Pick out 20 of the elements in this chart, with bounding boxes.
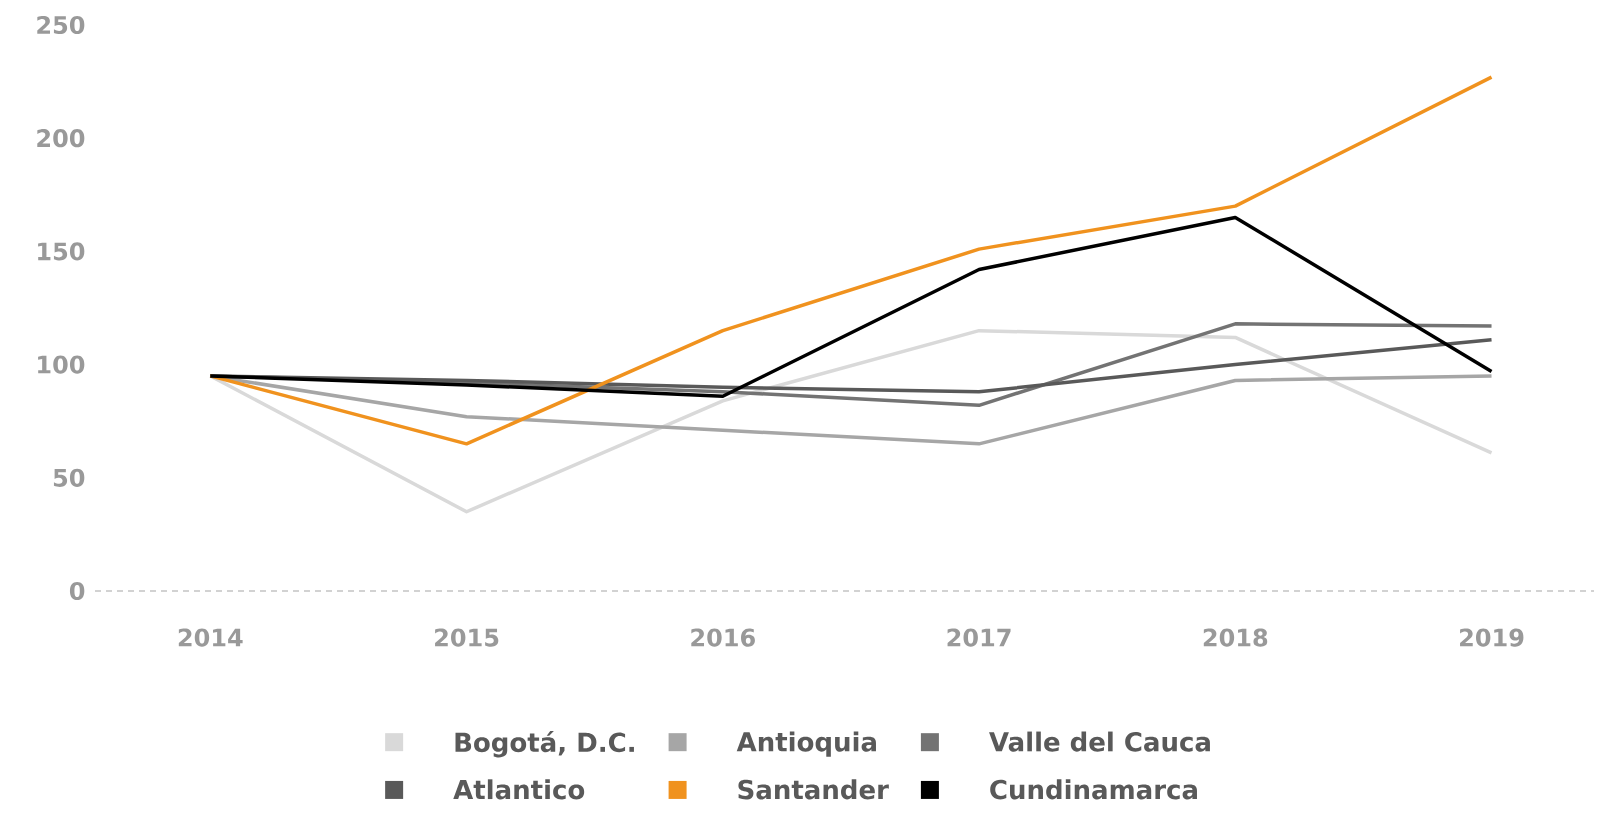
line-series (208, 215, 1494, 399)
legend-label: Valle del Cauca (989, 731, 1210, 752)
x-tick-label: 2019 (1460, 628, 1524, 647)
x-tick-label: 2016 (691, 628, 755, 647)
y-tick-label: 250 (37, 15, 85, 35)
x-tick-label: 2018 (1203, 628, 1268, 647)
legend-label: Santander (738, 779, 889, 800)
y-tick-label: 200 (37, 129, 85, 148)
legend-label: Atlantico (453, 779, 585, 800)
legend-label: Antioquia (736, 731, 876, 757)
legend-label: Cundinamarca (990, 779, 1197, 800)
x-tick-label: 2014 (178, 628, 243, 647)
y-tick-label: 50 (53, 468, 85, 487)
x-tick-label: 2017 (947, 628, 1011, 647)
line-series (208, 328, 1494, 514)
y-tick-label: 0 (69, 581, 85, 601)
x-tick-label: 2015 (435, 628, 499, 647)
y-tick-label: 100 (38, 355, 85, 374)
legend-label: Bogotá, D.C. (455, 731, 634, 758)
y-tick-label: 150 (38, 242, 85, 261)
